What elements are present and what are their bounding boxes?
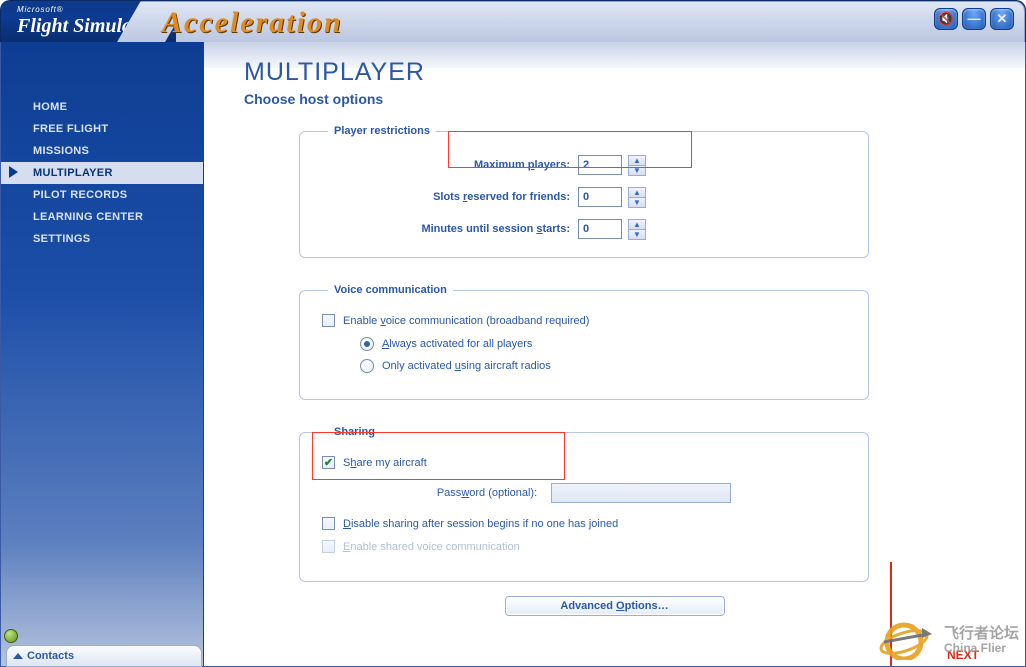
label-slots-reserved: Slots reserved for friends:	[433, 191, 570, 203]
sidebar-item-pilot-records[interactable]: PILOT RECORDS	[1, 184, 204, 206]
input-password[interactable]	[551, 483, 731, 503]
row-share-aircraft[interactable]: ✔ Share my aircraft	[322, 456, 846, 469]
spinner-minutes: ▲ ▼	[628, 219, 646, 239]
label-password: Password (optional):	[437, 487, 537, 499]
sidebar-item-label: LEARNING CENTER	[33, 211, 143, 223]
row-disable-sharing[interactable]: Disable sharing after session begins if …	[322, 517, 846, 530]
group-player-restrictions: Player restrictions Maximum players: ▲ ▼…	[299, 125, 869, 258]
radio-radios-only[interactable]	[360, 359, 374, 373]
label-minutes: Minutes until session starts:	[421, 223, 570, 235]
contacts-tab[interactable]: Contacts	[6, 645, 202, 667]
sidebar-item-label: MISSIONS	[33, 145, 89, 157]
checkbox-enable-voice[interactable]	[322, 314, 335, 327]
sound-icon: 🔇	[938, 11, 954, 27]
spinner-down[interactable]: ▼	[628, 229, 646, 240]
row-enable-voice[interactable]: Enable voice communication (broadband re…	[322, 314, 846, 327]
body: HOME FREE FLIGHT MISSIONS MULTIPLAYER PI…	[0, 42, 1026, 667]
row-slots-reserved: Slots reserved for friends: ▲ ▼	[322, 187, 846, 207]
spinner-up[interactable]: ▲	[628, 155, 646, 165]
logo-acceleration: Acceleration	[162, 6, 343, 40]
sidebar-item-settings[interactable]: SETTINGS	[1, 228, 204, 250]
label-share-aircraft: Share my aircraft	[343, 457, 427, 469]
minimize-icon: —	[968, 11, 981, 26]
sidebar-item-multiplayer[interactable]: MULTIPLAYER	[1, 162, 204, 184]
close-button[interactable]: ✕	[990, 8, 1014, 30]
sidebar-item-free-flight[interactable]: FREE FLIGHT	[1, 118, 204, 140]
legend-voice: Voice communication	[328, 284, 453, 296]
sidebar: HOME FREE FLIGHT MISSIONS MULTIPLAYER PI…	[1, 42, 204, 666]
watermark-main: 飞行者论坛	[944, 625, 1019, 642]
watermark-globe-icon	[874, 616, 938, 660]
page-subtitle: Choose host options	[244, 91, 985, 107]
input-minutes[interactable]	[578, 219, 622, 239]
row-password: Password (optional):	[322, 483, 846, 503]
spinner-slots: ▲ ▼	[628, 187, 646, 207]
spinner-down[interactable]: ▼	[628, 197, 646, 208]
label-shared-voice: Enable shared voice communication	[343, 541, 520, 553]
label-radio-always: Always activated for all players	[382, 338, 532, 350]
app-window: Microsoft® Flight SimulatorX Acceleratio…	[0, 0, 1026, 667]
spinner-up[interactable]: ▲	[628, 187, 646, 197]
row-shared-voice: Enable shared voice communication	[322, 540, 846, 553]
sidebar-item-label: SETTINGS	[33, 233, 90, 245]
legend-sharing: Sharing	[328, 426, 381, 438]
label-enable-voice: Enable voice communication (broadband re…	[343, 315, 589, 327]
row-radios-only[interactable]: Only activated using aircraft radios	[360, 359, 846, 373]
sound-button[interactable]: 🔇	[934, 8, 958, 30]
row-always-activated[interactable]: Always activated for all players	[360, 337, 846, 351]
advanced-options-button[interactable]: Advanced Options…	[505, 596, 725, 616]
sidebar-item-label: PILOT RECORDS	[33, 189, 127, 201]
radio-always[interactable]	[360, 337, 374, 351]
page-title: MULTIPLAYER	[244, 58, 985, 87]
sidebar-item-label: FREE FLIGHT	[33, 123, 108, 135]
title-bar: Microsoft® Flight SimulatorX Acceleratio…	[0, 0, 1026, 42]
label-disable-sharing: Disable sharing after session begins if …	[343, 518, 618, 530]
sidebar-item-learning-center[interactable]: LEARNING CENTER	[1, 206, 204, 228]
status-online-icon	[4, 629, 18, 643]
input-slots-reserved[interactable]	[578, 187, 622, 207]
header-strip: Acceleration 🔇 — ✕	[176, 1, 1025, 43]
main-content: MULTIPLAYER Choose host options Player r…	[204, 42, 1025, 666]
contacts-label: Contacts	[27, 650, 74, 662]
window-buttons: 🔇 — ✕	[934, 8, 1014, 30]
spinner-max-players: ▲ ▼	[628, 155, 646, 175]
close-icon: ✕	[997, 11, 1008, 27]
checkbox-shared-voice	[322, 540, 335, 553]
group-voice: Voice communication Enable voice communi…	[299, 284, 869, 400]
legend-player-restrictions: Player restrictions	[328, 125, 436, 137]
label-radio-radios: Only activated using aircraft radios	[382, 360, 551, 372]
watermark-sub: China Flier	[944, 641, 1019, 655]
minimize-button[interactable]: —	[962, 8, 986, 30]
sidebar-item-label: MULTIPLAYER	[33, 167, 113, 179]
sidebar-item-missions[interactable]: MISSIONS	[1, 140, 204, 162]
checkbox-disable-sharing[interactable]	[322, 517, 335, 530]
watermark: 飞行者论坛 China Flier	[874, 616, 1019, 660]
row-max-players: Maximum players: ▲ ▼	[322, 155, 846, 175]
row-minutes: Minutes until session starts: ▲ ▼	[322, 219, 846, 239]
spinner-down[interactable]: ▼	[628, 165, 646, 176]
watermark-text: 飞行者论坛 China Flier	[944, 622, 1019, 655]
input-max-players[interactable]	[578, 155, 622, 175]
sidebar-item-label: HOME	[33, 101, 67, 113]
checkbox-share-aircraft[interactable]: ✔	[322, 456, 335, 469]
label-max-players: Maximum players:	[474, 159, 570, 171]
group-sharing: Sharing ✔ Share my aircraft Password (op…	[299, 426, 869, 582]
spinner-up[interactable]: ▲	[628, 219, 646, 229]
sidebar-item-home[interactable]: HOME	[1, 96, 204, 118]
